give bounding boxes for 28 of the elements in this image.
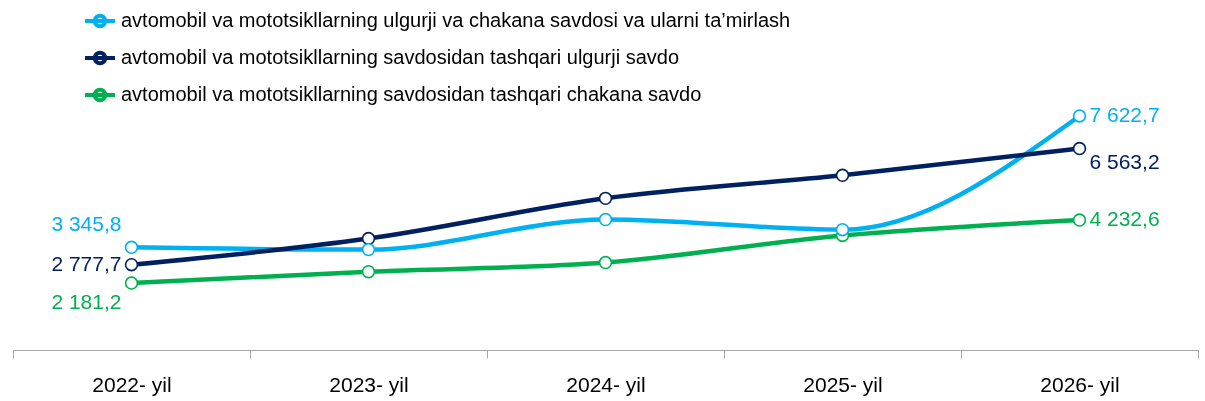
x-tick-label: 2024- yil <box>566 372 646 396</box>
point <box>598 255 613 270</box>
point <box>124 240 139 254</box>
point <box>598 191 613 206</box>
point <box>361 242 376 257</box>
point <box>124 276 139 290</box>
legend-label: avtomobil va mototsikllarning ulgurji va chakana savdosi va ularni ta’mirlash <box>121 9 791 31</box>
x-tick-label: 2022- yil <box>92 372 172 396</box>
x-tick-label: 2023- yil <box>329 372 409 396</box>
data-label: 2 777,7 <box>51 251 122 275</box>
data-label: 4 232,6 <box>1089 207 1160 231</box>
legend-label: avtomobil va mototsikllarning savdosidan tashqari ulgurji savdo <box>121 46 680 68</box>
point <box>1072 109 1087 123</box>
point <box>598 212 613 227</box>
point <box>1072 141 1087 156</box>
point <box>835 168 850 183</box>
point <box>361 231 376 246</box>
legend-label: avtomobil va mototsikllarning savdosidan tashqari chakana savdo <box>121 83 702 105</box>
data-label: 3 345,8 <box>51 212 122 236</box>
data-label: 7 622,7 <box>1089 103 1160 126</box>
data-label: 6 563,2 <box>1089 149 1160 173</box>
data-label: 2 181,2 <box>51 290 122 314</box>
point <box>835 222 850 237</box>
x-tick-label: 2026- yil <box>1040 372 1120 396</box>
x-tick-label: 2025- yil <box>803 372 883 396</box>
point <box>124 258 139 272</box>
point <box>361 265 376 279</box>
point <box>1072 213 1087 227</box>
